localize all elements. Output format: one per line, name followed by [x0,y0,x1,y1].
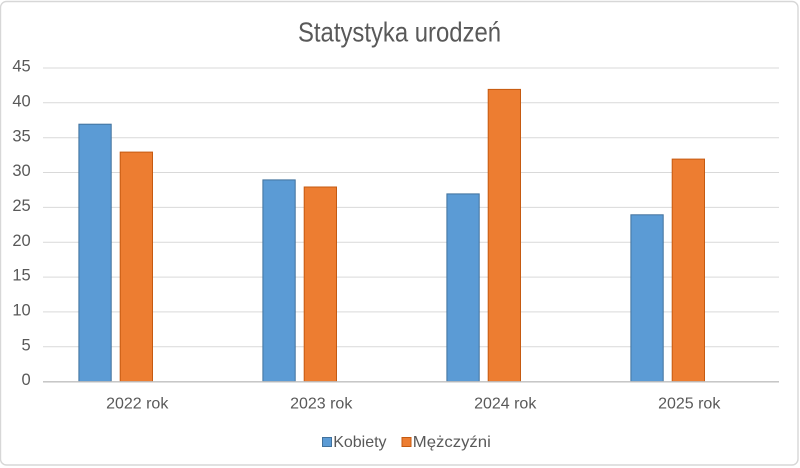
svg-text:30: 30 [12,162,30,180]
svg-text:40: 40 [12,92,30,110]
svg-text:2024 rok: 2024 rok [474,395,537,412]
svg-text:2022 rok: 2022 rok [106,395,169,412]
svg-text:Statystyka urodzeń: Statystyka urodzeń [298,15,501,47]
svg-text:Mężczyźni: Mężczyźni [413,434,491,451]
svg-text:5: 5 [22,336,31,354]
svg-text:2025 rok: 2025 rok [658,395,721,412]
svg-text:25: 25 [12,197,30,215]
svg-text:0: 0 [22,371,31,389]
svg-text:20: 20 [12,232,30,250]
svg-text:35: 35 [12,127,30,145]
svg-text:2023 rok: 2023 rok [290,395,353,412]
svg-text:15: 15 [12,267,30,285]
svg-text:45: 45 [12,58,30,76]
svg-text:10: 10 [12,302,30,320]
svg-text:Kobiety: Kobiety [333,434,386,451]
